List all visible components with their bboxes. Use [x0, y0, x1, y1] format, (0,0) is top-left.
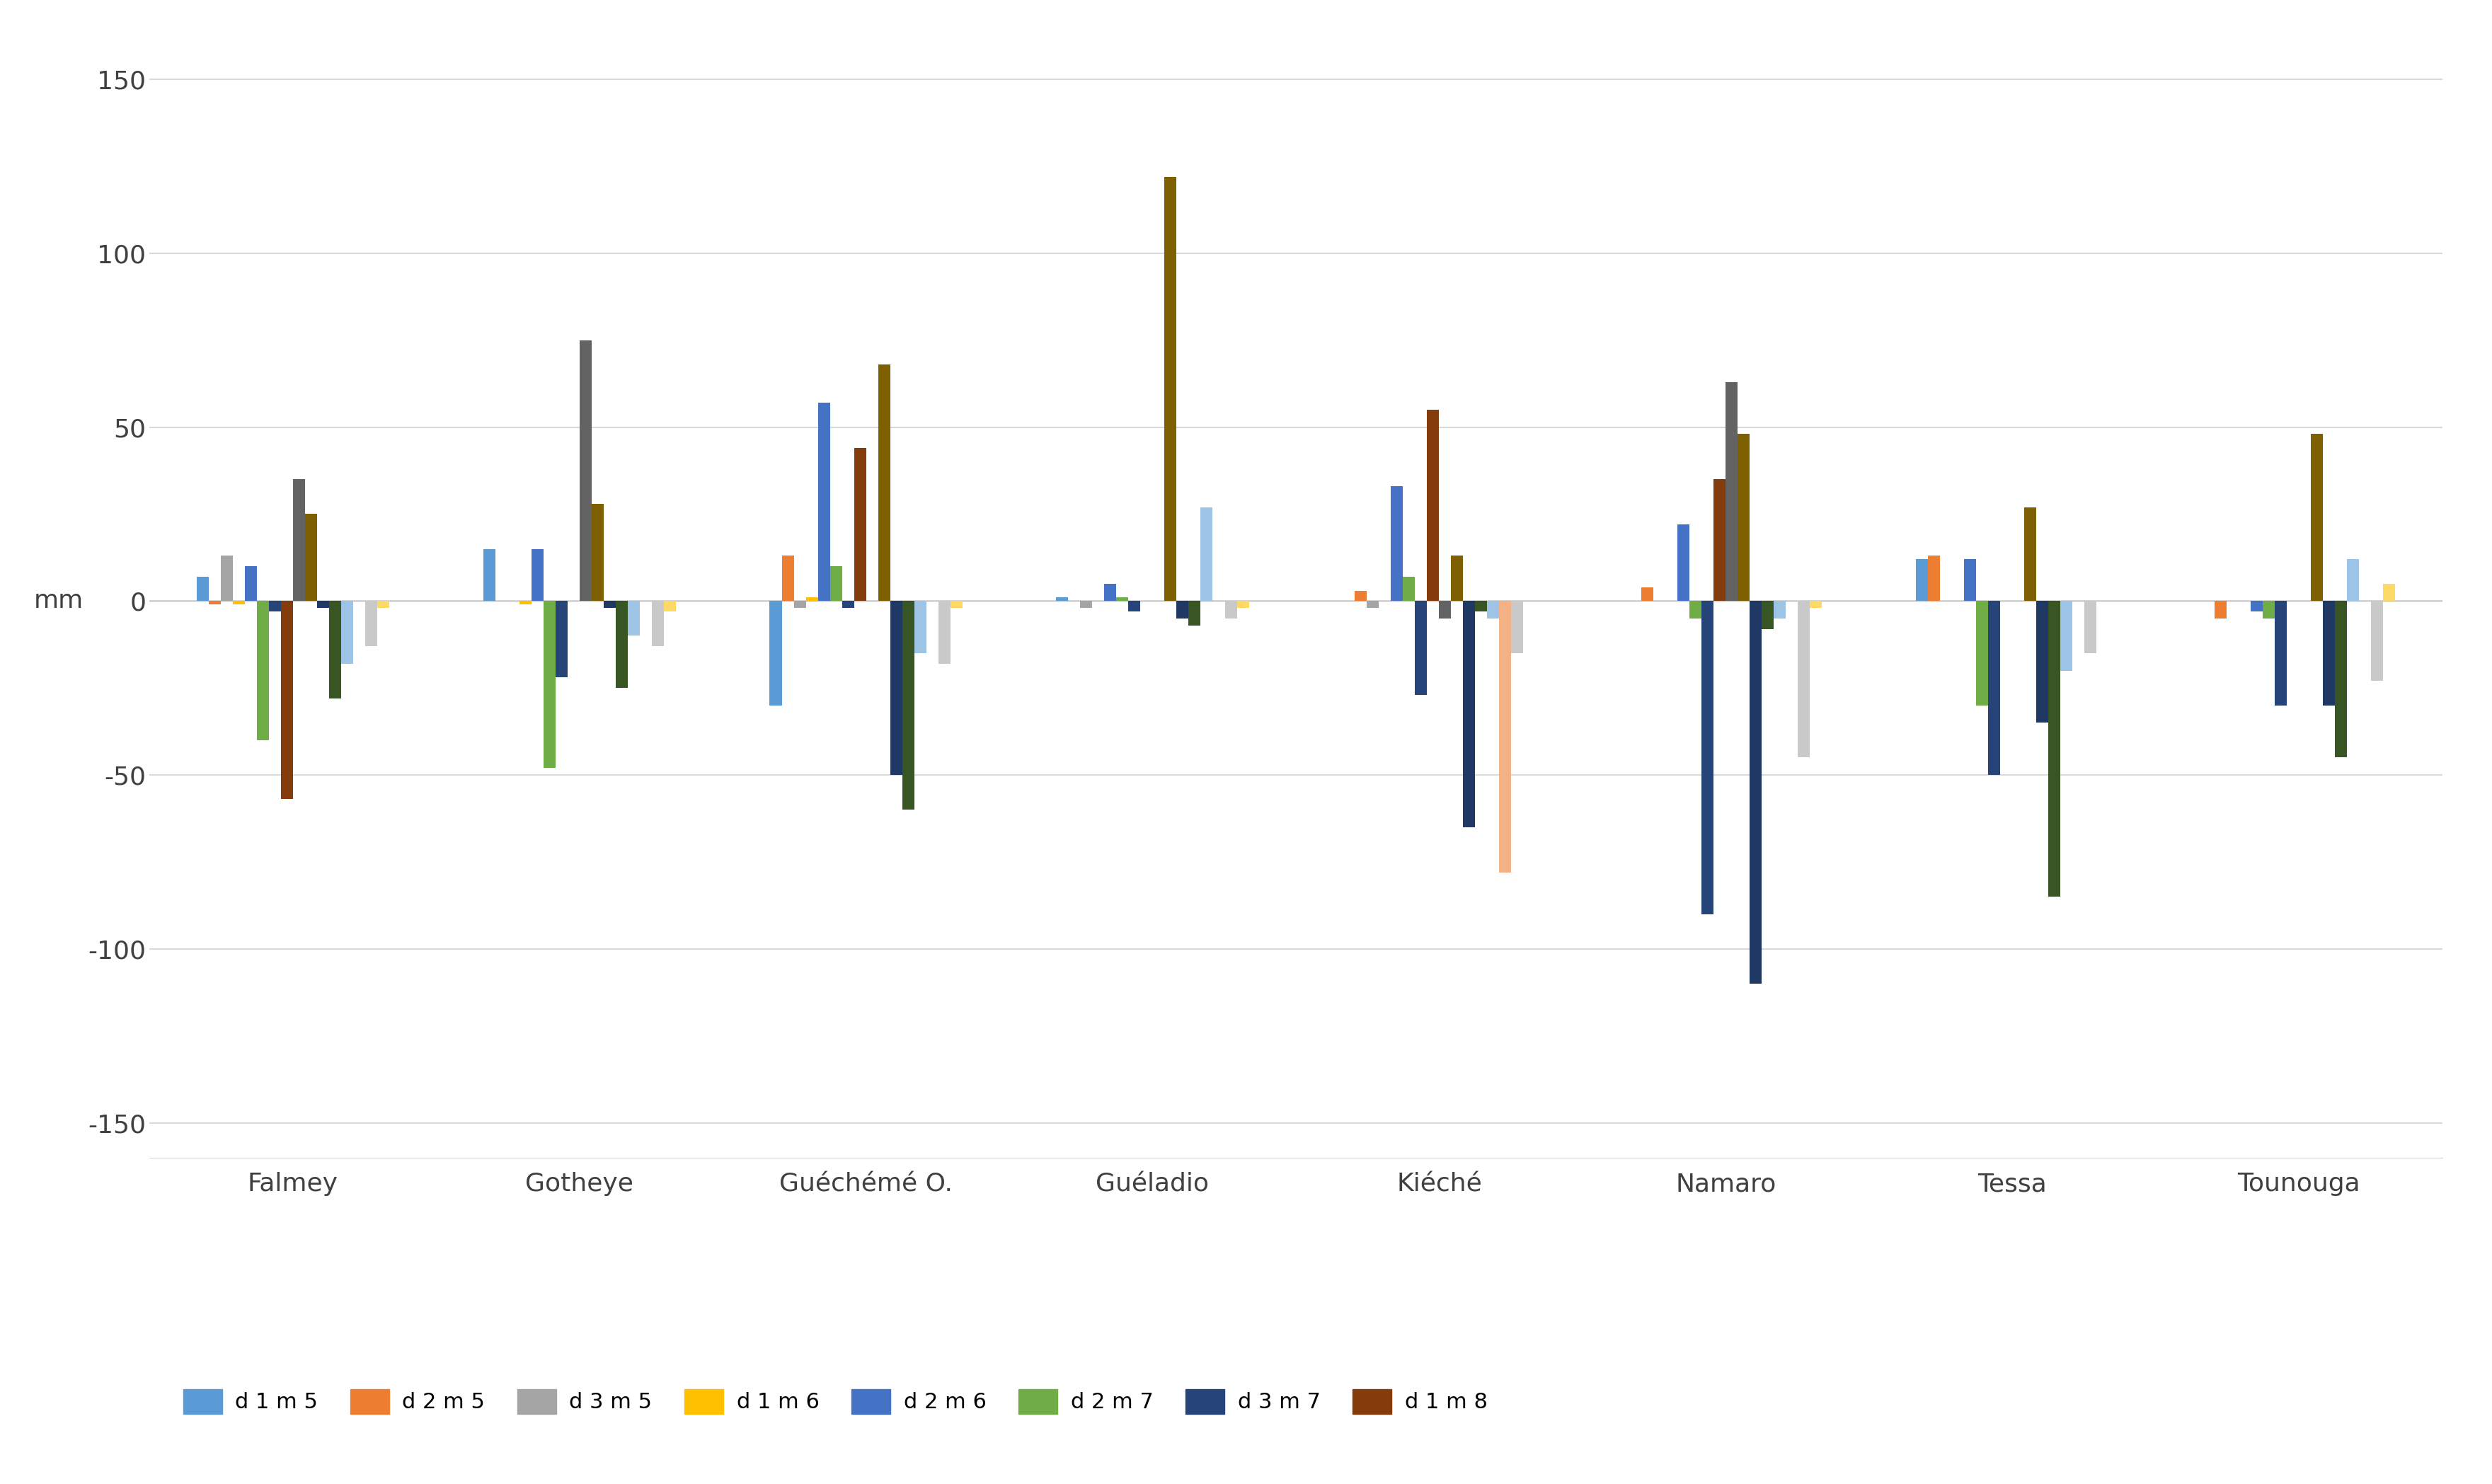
Bar [2215, 601, 2228, 619]
Bar [2048, 601, 2061, 896]
Bar [603, 601, 616, 608]
Bar [663, 601, 675, 611]
Bar [2250, 601, 2263, 611]
Bar [269, 601, 282, 611]
Bar [1475, 601, 1488, 611]
Bar [2061, 601, 2073, 671]
Bar [2275, 601, 2288, 705]
Bar [341, 601, 354, 663]
Bar [1116, 598, 1129, 601]
Bar [591, 503, 603, 601]
Bar [949, 601, 962, 608]
Bar [1176, 601, 1189, 619]
Bar [1737, 433, 1749, 601]
Bar [855, 448, 867, 601]
Bar [902, 601, 915, 810]
Bar [1438, 601, 1450, 619]
Bar [1403, 577, 1415, 601]
Bar [1702, 601, 1714, 914]
Bar [1797, 601, 1809, 757]
Bar [1677, 524, 1690, 601]
Bar [890, 601, 902, 775]
Bar [1964, 559, 1976, 601]
Bar [915, 601, 927, 653]
Bar [1057, 598, 1069, 601]
Bar [1809, 601, 1822, 608]
Bar [316, 601, 329, 608]
Bar [2335, 601, 2347, 757]
Bar [1356, 591, 1368, 601]
Bar [556, 601, 568, 678]
Bar [2382, 583, 2395, 601]
Bar [1129, 601, 1141, 611]
Bar [1189, 601, 1201, 625]
Bar [1201, 508, 1214, 601]
Bar [1082, 601, 1091, 608]
Bar [1391, 487, 1403, 601]
Bar [2263, 601, 2275, 619]
Bar [304, 513, 316, 601]
Bar [376, 601, 389, 608]
Bar [1642, 588, 1655, 601]
Bar [628, 601, 640, 635]
Bar [650, 601, 663, 646]
Bar [2083, 601, 2096, 653]
Bar [830, 567, 842, 601]
Bar [244, 567, 257, 601]
Bar [1690, 601, 1702, 619]
Bar [877, 365, 890, 601]
Bar [1415, 601, 1428, 695]
Bar [616, 601, 628, 689]
Bar [483, 549, 496, 601]
Bar [1104, 583, 1116, 601]
Y-axis label: mm: mm [35, 589, 82, 613]
Bar [1368, 601, 1378, 608]
Bar [1976, 601, 1989, 705]
Bar [805, 598, 817, 601]
Bar [1224, 601, 1236, 619]
Bar [294, 479, 304, 601]
Bar [257, 601, 269, 741]
Bar [543, 601, 556, 769]
Bar [2036, 601, 2048, 723]
Bar [578, 340, 591, 601]
Bar [2310, 433, 2323, 601]
Bar [1463, 601, 1475, 827]
Bar [817, 402, 830, 601]
Bar [282, 601, 294, 800]
Bar [1929, 556, 1941, 601]
Bar [2370, 601, 2382, 681]
Bar [1724, 381, 1737, 601]
Bar [364, 601, 376, 646]
Bar [937, 601, 949, 663]
Bar [770, 601, 782, 705]
Bar [842, 601, 855, 608]
Bar [1488, 601, 1500, 619]
Bar [1749, 601, 1762, 984]
Bar [1428, 410, 1438, 601]
Bar [1450, 556, 1463, 601]
Bar [1510, 601, 1523, 653]
Bar [1989, 601, 2001, 775]
Bar [1714, 479, 1724, 601]
Bar [197, 577, 209, 601]
Bar [2323, 601, 2335, 705]
Bar [1500, 601, 1510, 873]
Bar [2347, 559, 2360, 601]
Bar [782, 556, 795, 601]
Bar [795, 601, 805, 608]
Bar [1236, 601, 1248, 608]
Bar [222, 556, 232, 601]
Bar [1774, 601, 1787, 619]
Bar [232, 601, 244, 604]
Bar [531, 549, 543, 601]
Bar [1762, 601, 1774, 629]
Bar [2024, 508, 2036, 601]
Bar [1164, 177, 1176, 601]
Bar [518, 601, 531, 604]
Bar [1916, 559, 1929, 601]
Bar [209, 601, 222, 604]
Bar [329, 601, 341, 699]
